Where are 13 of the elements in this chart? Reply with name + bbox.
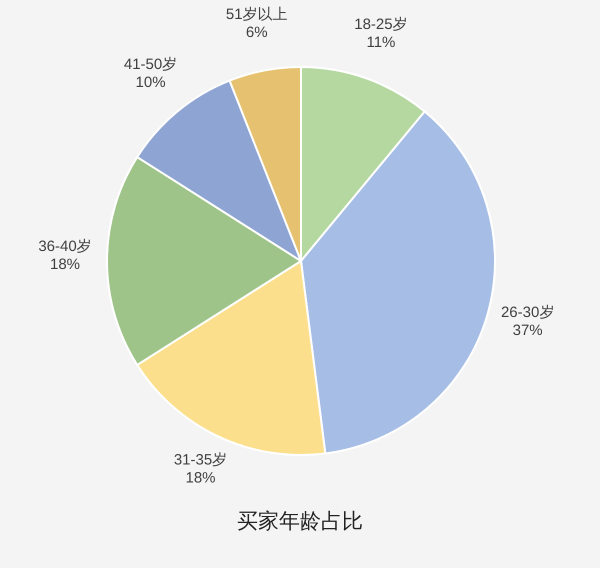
- slice-label: 31-35岁: [174, 452, 228, 469]
- slice-label: 41-50岁: [124, 56, 178, 74]
- slice-label: 36-40岁: [38, 238, 92, 255]
- text: 买家年龄占比: [237, 510, 363, 533]
- data-label: 18%: [186, 470, 216, 487]
- data-label: 11%: [366, 34, 396, 51]
- data-label: 37%: [512, 322, 543, 339]
- slice-label: 51岁以上: [226, 6, 288, 24]
- slice-label: 18-25岁: [354, 16, 408, 33]
- data-label: 6%: [246, 24, 268, 42]
- slice-label: 26-30岁: [500, 304, 554, 321]
- data-label: 10%: [136, 74, 166, 92]
- data-label: 18%: [50, 256, 80, 273]
